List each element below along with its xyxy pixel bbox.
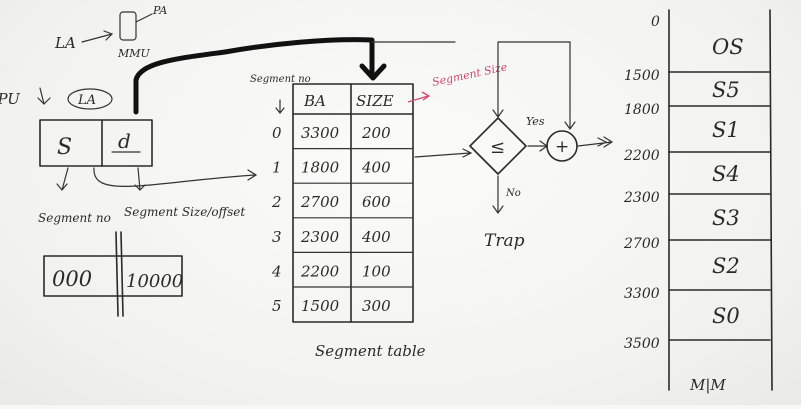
segment-size-label: Segment Size/offset xyxy=(124,205,245,219)
adder-circle xyxy=(546,130,578,162)
memory-block-label: S3 xyxy=(712,206,740,230)
compare-symbol: ≤ xyxy=(490,137,505,158)
segment-row-ba: 2200 xyxy=(300,262,340,280)
segment-row-ba: 1800 xyxy=(301,159,340,177)
segment-down-arrow xyxy=(56,167,69,191)
memory-caption: M|M xyxy=(689,376,726,394)
memory-address: 0 xyxy=(651,14,660,30)
cpu-arrow xyxy=(37,87,51,105)
offset-to-size-arrowhead xyxy=(359,63,387,81)
memory-address: 1800 xyxy=(624,102,660,118)
segment-row-ba: 1500 xyxy=(301,297,340,315)
segment-row-no: 5 xyxy=(272,297,282,315)
adder-symbol: + xyxy=(555,137,569,157)
logical-address-box xyxy=(39,119,153,167)
segment-row-size: 400 xyxy=(361,159,391,177)
compare-diamond xyxy=(469,117,527,175)
compare-yes-label: Yes xyxy=(526,115,545,128)
segment-row-no: 2 xyxy=(271,193,282,211)
memory-block-label: S0 xyxy=(712,304,740,328)
memory-block-label: S1 xyxy=(712,118,740,142)
adder-output-arrow xyxy=(577,136,614,148)
cpu-label: CPU xyxy=(0,90,21,108)
size-header: SIZE xyxy=(356,92,394,110)
segment-field: S xyxy=(57,135,72,160)
example-value-divider-1 xyxy=(115,231,119,317)
mmu-to-pa-line xyxy=(135,13,153,23)
memory-address: 2300 xyxy=(623,190,660,206)
pa-label: PA xyxy=(152,4,167,17)
memory-block-label: S2 xyxy=(712,254,740,278)
segment-no-label: Segment no xyxy=(38,211,111,225)
memory-address: 1500 xyxy=(624,68,660,84)
segment-row-size: 300 xyxy=(362,297,391,315)
segment-row-ba: 2300 xyxy=(300,228,340,246)
example-offset-bits: 10000 xyxy=(126,271,183,292)
segment-no-header-arrow xyxy=(275,99,285,114)
la-label: LA xyxy=(54,34,76,52)
segment-table-rows: 0 3300 200 1 1800 400 2 2700 600 3 2300 400 4 2200 100… xyxy=(271,124,414,315)
compare-yes-arrow xyxy=(527,140,549,152)
compare-no-label: No xyxy=(505,188,521,199)
mmu-box xyxy=(119,11,137,41)
la-to-mmu-arrow xyxy=(81,30,114,43)
segment-row-ba: 2700 xyxy=(300,193,340,211)
memory-right-edge xyxy=(769,9,773,391)
example-segment-bits: 000 xyxy=(52,267,92,291)
segment-row-no: 3 xyxy=(272,228,282,246)
size-note-arrow xyxy=(407,91,431,103)
offset-field: d xyxy=(118,129,131,153)
segment-row-size: 400 xyxy=(361,228,391,246)
memory-block-label: S5 xyxy=(712,78,740,102)
segment-row-no: 4 xyxy=(271,262,282,280)
example-value-box xyxy=(43,255,183,297)
segment-row-size: 100 xyxy=(362,262,391,280)
memory-block-label: OS xyxy=(712,35,744,59)
size-note: Segment Size xyxy=(431,60,509,89)
offset-to-compare-arrow xyxy=(492,41,504,119)
memory-block-label: S4 xyxy=(712,162,740,186)
segment-row-no: 1 xyxy=(272,159,282,177)
segment-row-ba: 3300 xyxy=(301,124,340,142)
memory-address: 3300 xyxy=(624,286,660,302)
memory-address: 2200 xyxy=(623,148,660,164)
ba-header: BA xyxy=(303,92,326,110)
segment-no-header: Segment no xyxy=(250,74,311,85)
compare-no-arrow xyxy=(492,175,504,215)
memory-blocks: 0 1500 1800 2200 2300 2700 3300 3500 OS S5 S1 S4 S3 S… xyxy=(623,14,771,352)
la-circle xyxy=(67,88,113,110)
example-value-divider-2 xyxy=(120,231,124,317)
segment-row-size: 200 xyxy=(361,124,391,142)
segment-row-size: 600 xyxy=(362,193,391,211)
segment-index-arrow xyxy=(93,167,258,187)
segment-row-no: 0 xyxy=(272,124,282,142)
segment-table-frame xyxy=(292,83,414,323)
memory-address: 3500 xyxy=(624,336,660,352)
offset-down-arrow xyxy=(134,167,146,191)
la-circle-label: LA xyxy=(77,93,96,108)
trap-label: Trap xyxy=(484,231,525,251)
base-to-adder-arrow xyxy=(497,41,576,131)
segment-table-caption: Segment table xyxy=(315,342,426,360)
memory-address: 2700 xyxy=(623,236,660,252)
mmu-label: MMU xyxy=(117,47,151,60)
offset-to-size-path xyxy=(133,37,375,115)
table-to-compare-arrow xyxy=(414,148,473,158)
